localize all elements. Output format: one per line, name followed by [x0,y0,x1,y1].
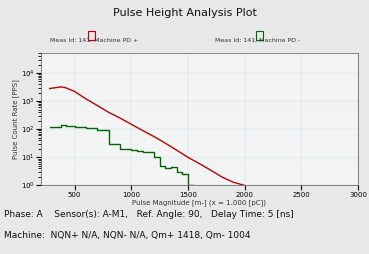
Text: Meas Id: 141, Machine PD -: Meas Id: 141, Machine PD - [215,38,300,43]
X-axis label: Pulse Magnitude [m-] (x = 1.000 [pC]): Pulse Magnitude [m-] (x = 1.000 [pC]) [132,199,266,206]
Text: Meas Id: 141, Machine PD +: Meas Id: 141, Machine PD + [50,38,138,43]
Text: Pulse Height Analysis Plot: Pulse Height Analysis Plot [113,8,256,18]
Text: Phase: A    Sensor(s): A-M1,   Ref. Angle: 90,   Delay Time: 5 [ns]: Phase: A Sensor(s): A-M1, Ref. Angle: 90… [4,210,293,218]
Text: Machine:  NQN+ N/A, NQN- N/A, Qm+ 1418, Qm- 1004: Machine: NQN+ N/A, NQN- N/A, Qm+ 1418, Q… [4,231,250,240]
Y-axis label: Pulse Count Rate [PPS]: Pulse Count Rate [PPS] [13,80,19,159]
